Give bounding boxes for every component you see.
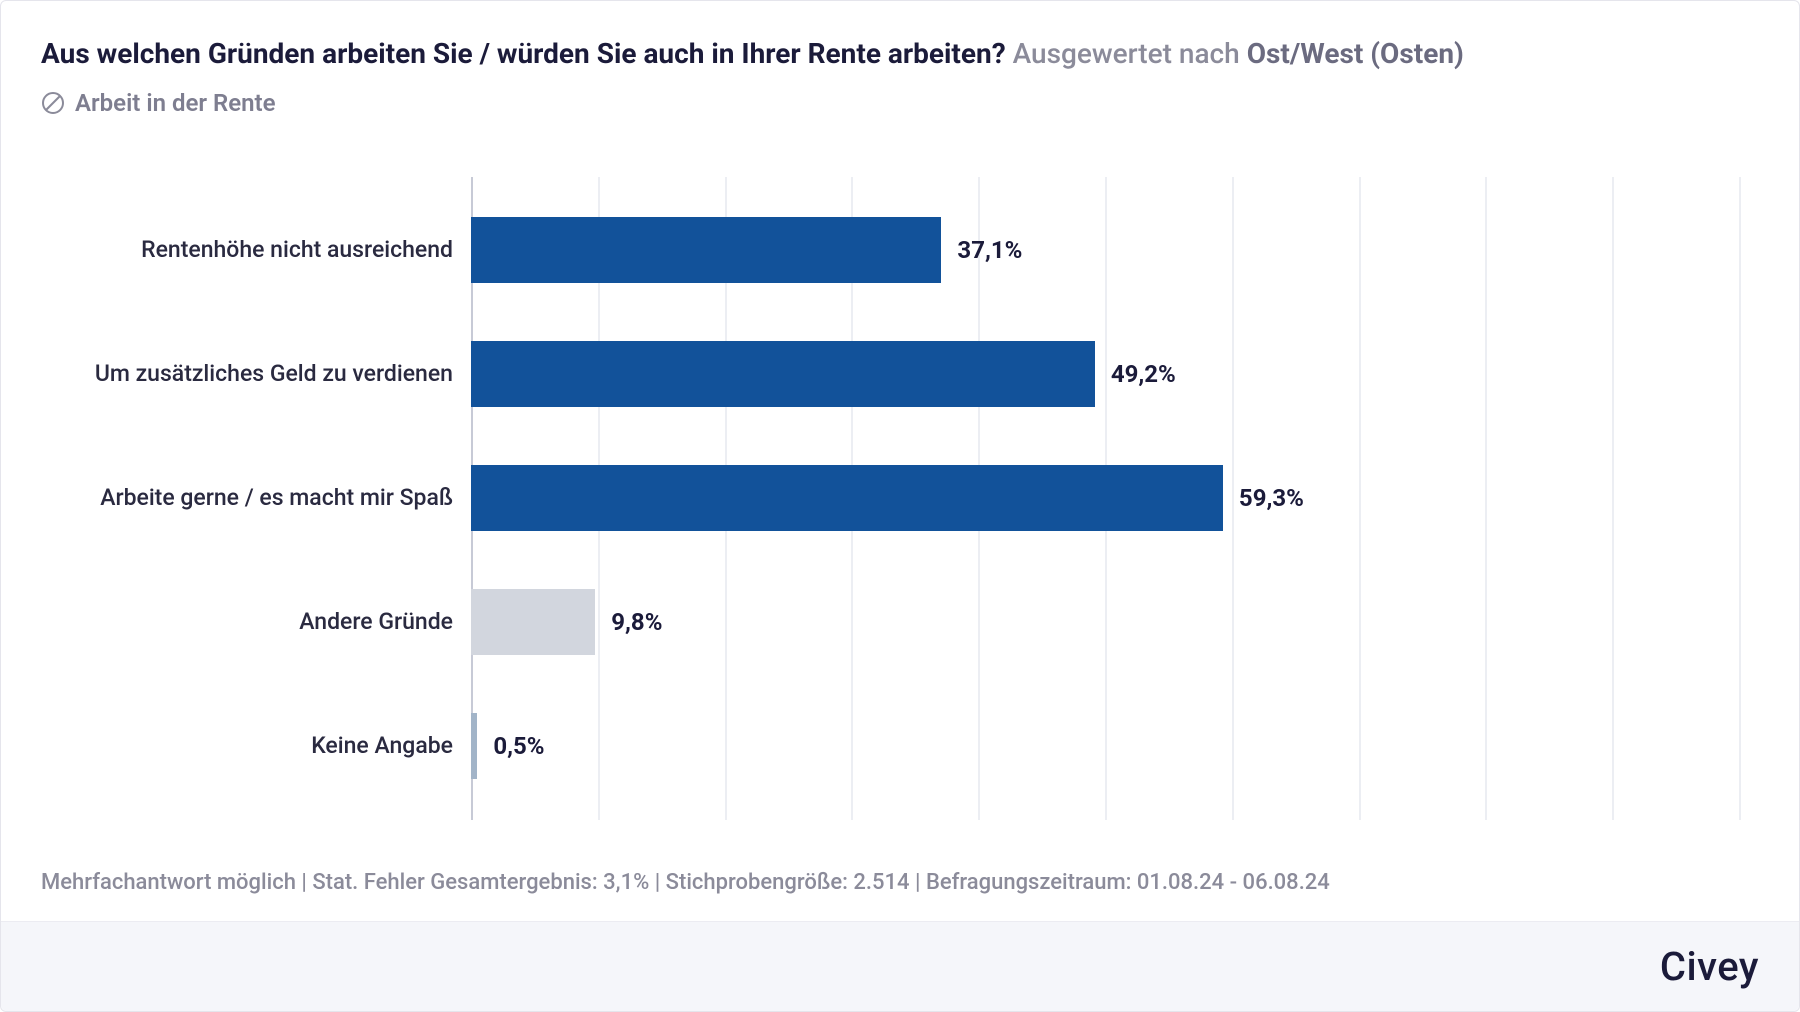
bar-row: Keine Angabe0,5% <box>471 713 1739 779</box>
card-footer: Civey <box>1 921 1799 1011</box>
bar-value-label: 9,8% <box>611 608 662 636</box>
bar-row: Arbeite gerne / es macht mir Spaß59,3% <box>471 465 1739 531</box>
bar-row: Andere Gründe9,8% <box>471 589 1739 655</box>
card-title: Aus welchen Gründen arbeiten Sie / würde… <box>41 35 1759 73</box>
bar-category-label: Andere Gründe <box>51 608 471 637</box>
tag-label: Arbeit in der Rente <box>75 89 276 117</box>
title-sub-prefix: Ausgewertet nach <box>1013 37 1247 70</box>
footnote: Mehrfachantwort möglich | Stat. Fehler G… <box>1 870 1799 921</box>
gridline <box>1739 177 1741 820</box>
bar-category-label: Arbeite gerne / es macht mir Spaß <box>51 484 471 513</box>
no-entry-icon <box>41 91 65 115</box>
bar-value-label: 59,3% <box>1239 484 1304 512</box>
bar-category-label: Keine Angabe <box>51 732 471 761</box>
bar-value-label: 37,1% <box>957 236 1022 264</box>
chart-card: Aus welchen Gründen arbeiten Sie / würde… <box>0 0 1800 1012</box>
bar <box>471 465 1223 531</box>
bar-value-label: 0,5% <box>493 732 544 760</box>
bar <box>471 217 941 283</box>
bar <box>471 589 595 655</box>
brand-logo: Civey <box>1660 943 1759 990</box>
tag-row: Arbeit in der Rente <box>41 89 1759 117</box>
bar-row: Rentenhöhe nicht ausreichend37,1% <box>471 217 1739 283</box>
bar-chart: Rentenhöhe nicht ausreichend37,1%Um zusä… <box>41 167 1759 860</box>
title-main: Aus welchen Gründen arbeiten Sie / würde… <box>41 37 1006 70</box>
plot-area: Rentenhöhe nicht ausreichend37,1% Um zusä… <box>471 177 1739 820</box>
bar-category-label: Um zusätzliches Geld zu verdienen <box>51 360 471 389</box>
chart-area: Rentenhöhe nicht ausreichend37,1%Um zusä… <box>1 127 1799 870</box>
bar-value-label: 49,2% <box>1111 360 1176 388</box>
bar <box>471 713 477 779</box>
title-sub-bold: Ost/West (Osten) <box>1247 37 1464 70</box>
card-header: Aus welchen Gründen arbeiten Sie / würde… <box>1 1 1799 127</box>
bar-category-label: Rentenhöhe nicht ausreichend <box>51 236 471 265</box>
bar <box>471 341 1095 407</box>
bar-row: Um zusätzliches Geld zu verdienen49,2% <box>471 341 1739 407</box>
